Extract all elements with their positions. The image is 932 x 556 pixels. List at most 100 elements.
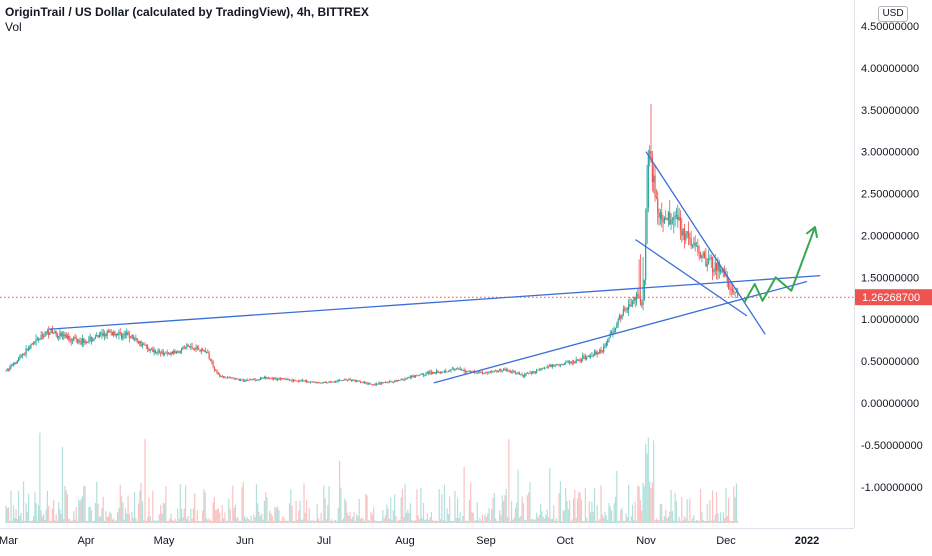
candle-body — [657, 198, 659, 213]
volume-bar — [6, 508, 8, 523]
candle-body — [60, 332, 62, 336]
candle-body — [707, 258, 710, 264]
candle-body — [413, 375, 415, 377]
volume-bar — [5, 505, 7, 523]
volume-bar — [475, 520, 477, 523]
price-axis[interactable]: 4.50000000 4.00000000 3.50000000 3.00000000… — [854, 0, 932, 528]
y-tick-label: 2.50000000 — [861, 189, 919, 201]
volume-bar — [432, 520, 434, 523]
candle-body — [557, 364, 559, 366]
volume-bar — [346, 512, 349, 523]
volume-bar — [731, 520, 734, 523]
candle-body — [36, 339, 38, 340]
candle-body — [445, 370, 447, 373]
candle-body — [103, 334, 106, 337]
volume-bar — [175, 520, 177, 523]
candle-body — [530, 372, 532, 374]
volume-bar — [422, 502, 425, 523]
x-tick-label: Mar — [0, 535, 18, 547]
long-trendline[interactable] — [48, 275, 821, 330]
x-tick-label: 2022 — [795, 535, 819, 547]
volume-bar — [241, 487, 243, 523]
projection-path[interactable] — [743, 226, 816, 303]
volume-bar — [659, 503, 661, 523]
candle-body — [456, 368, 459, 370]
volume-bar — [208, 518, 210, 523]
volume-bar — [424, 519, 426, 523]
candle-body — [654, 175, 656, 198]
candle-body — [409, 376, 411, 378]
candle-body — [562, 364, 564, 365]
volume-bar — [730, 520, 732, 523]
volume-bar — [225, 520, 227, 523]
volume-bar — [654, 520, 656, 523]
candle-body — [107, 331, 110, 332]
candle-body — [216, 370, 218, 374]
candle-body — [371, 384, 373, 386]
volume-bar — [666, 518, 668, 523]
candle-body — [306, 380, 308, 383]
candle-body — [720, 269, 722, 272]
volume-bar — [184, 485, 187, 523]
candle-body — [319, 382, 321, 384]
volume-bar — [321, 520, 324, 523]
volume-bar — [725, 487, 727, 523]
volume-bar — [566, 500, 568, 523]
candle-body — [117, 333, 119, 336]
candle-body — [670, 219, 672, 225]
volume-bar — [255, 484, 258, 523]
volume-bar — [571, 519, 573, 523]
candle-body — [610, 332, 613, 334]
candle-body — [446, 371, 448, 373]
candle-body — [124, 333, 127, 336]
currency-badge[interactable]: USD — [878, 6, 908, 22]
volume-bar — [152, 490, 154, 523]
volume-bar — [362, 518, 364, 523]
volume-bar — [685, 518, 687, 523]
candle-body — [653, 175, 655, 183]
y-tick-label: 1.00000000 — [861, 314, 919, 326]
candle-body — [565, 362, 567, 364]
wedge-upper[interactable] — [645, 151, 766, 335]
volume-bar — [715, 491, 718, 523]
candle-body — [130, 337, 132, 339]
volume-bar — [703, 520, 706, 523]
volume-bar — [529, 481, 531, 523]
candle-body — [605, 342, 607, 346]
candle-body — [559, 364, 562, 366]
candle-body — [266, 377, 268, 379]
volume-bar — [621, 507, 623, 523]
volume-bar — [407, 509, 409, 523]
candle-body — [357, 380, 359, 382]
candle-body — [262, 377, 264, 379]
candle-body — [735, 291, 738, 293]
volume-bar — [202, 510, 204, 523]
candle-body — [66, 336, 69, 338]
wedge-lower[interactable] — [635, 239, 748, 317]
candle-body — [323, 381, 325, 383]
volume-bar — [612, 520, 614, 523]
time-axis[interactable]: Mar Apr May Jun Jul Aug Sep Oct Nov Dec 2022 — [0, 528, 854, 551]
candle-body — [404, 378, 406, 380]
rising-support[interactable] — [433, 280, 808, 384]
candle-body — [74, 337, 76, 339]
volume-bar — [50, 520, 52, 523]
volume-bar — [217, 508, 219, 523]
volume-bar — [665, 509, 667, 523]
volume-bar — [610, 510, 613, 523]
volume-bar — [51, 508, 54, 523]
volume-bar — [148, 497, 150, 523]
volume-bar — [115, 520, 117, 523]
volume-bar — [291, 505, 293, 523]
candle-body — [477, 372, 480, 374]
candle-body — [126, 332, 128, 336]
volume-bar — [591, 501, 593, 523]
candle-body — [514, 372, 517, 374]
volume-bar — [110, 513, 112, 523]
volume-bar — [269, 510, 271, 523]
candle-body — [310, 381, 312, 383]
candle-body — [230, 377, 233, 379]
volume-bar — [249, 520, 251, 523]
volume-bar — [497, 520, 499, 523]
